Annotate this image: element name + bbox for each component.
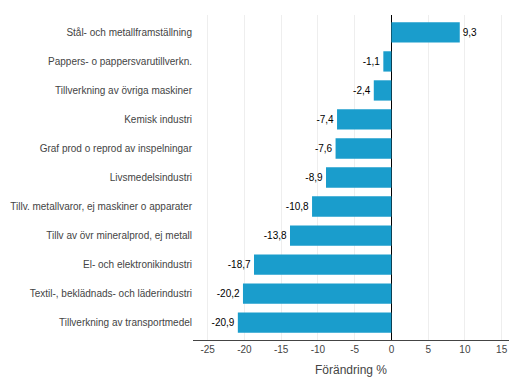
svg-text:Förändring %: Förändring % — [315, 363, 387, 377]
svg-text:Tillverkning av övriga maskine: Tillverkning av övriga maskiner — [55, 85, 193, 96]
svg-text:El- och elektronikindustri: El- och elektronikindustri — [83, 259, 192, 270]
svg-text:Textil-, beklädnads- och läder: Textil-, beklädnads- och läderindustri — [30, 288, 192, 299]
svg-text:-1,1: -1,1 — [363, 56, 381, 67]
svg-text:-15: -15 — [274, 344, 289, 355]
svg-text:Tillv. metallvaror, ej maskine: Tillv. metallvaror, ej maskiner o appara… — [10, 201, 192, 212]
svg-text:Tillverkning av transportmedel: Tillverkning av transportmedel — [59, 317, 192, 328]
svg-text:Stål- och metallframställning: Stål- och metallframställning — [66, 27, 192, 38]
svg-text:-20: -20 — [237, 344, 252, 355]
svg-text:Kemisk industri: Kemisk industri — [124, 114, 192, 125]
svg-text:-25: -25 — [200, 344, 215, 355]
svg-text:-20,2: -20,2 — [217, 288, 240, 299]
svg-text:-8,9: -8,9 — [305, 172, 323, 183]
svg-text:15: 15 — [496, 344, 508, 355]
svg-text:-13,8: -13,8 — [264, 230, 287, 241]
svg-text:-18,7: -18,7 — [228, 259, 251, 270]
svg-text:Tillv av övr mineralprod, ej m: Tillv av övr mineralprod, ej metall — [46, 230, 192, 241]
svg-text:0: 0 — [389, 344, 395, 355]
svg-text:-7,4: -7,4 — [316, 114, 334, 125]
svg-text:Graf prod o reprod av inspelni: Graf prod o reprod av inspelningar — [40, 143, 193, 154]
svg-text:-10: -10 — [311, 344, 326, 355]
svg-text:-7,6: -7,6 — [315, 143, 333, 154]
svg-text:-20,9: -20,9 — [212, 317, 235, 328]
svg-text:9,3: 9,3 — [463, 27, 477, 38]
svg-text:-10,8: -10,8 — [286, 201, 309, 212]
svg-text:5: 5 — [425, 344, 431, 355]
svg-text:10: 10 — [459, 344, 471, 355]
svg-text:Livsmedelsindustri: Livsmedelsindustri — [110, 172, 192, 183]
svg-text:-5: -5 — [350, 344, 359, 355]
svg-text:-2,4: -2,4 — [353, 85, 371, 96]
svg-text:Pappers- o pappersvarutillverk: Pappers- o pappersvarutillverkn. — [48, 56, 192, 67]
